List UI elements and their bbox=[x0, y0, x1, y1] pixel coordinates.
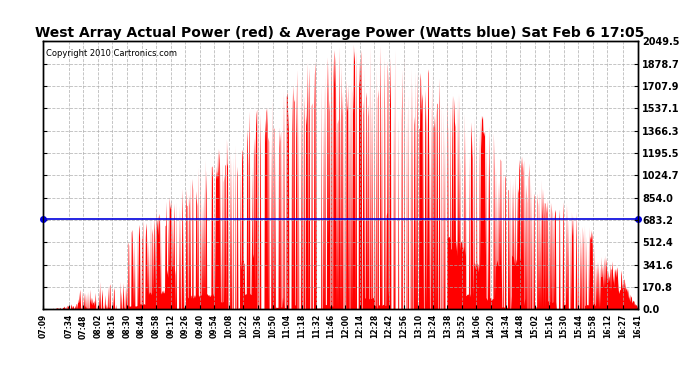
Title: West Array Actual Power (red) & Average Power (Watts blue) Sat Feb 6 17:05: West Array Actual Power (red) & Average … bbox=[35, 26, 645, 40]
Text: Copyright 2010 Cartronics.com: Copyright 2010 Cartronics.com bbox=[46, 49, 177, 58]
